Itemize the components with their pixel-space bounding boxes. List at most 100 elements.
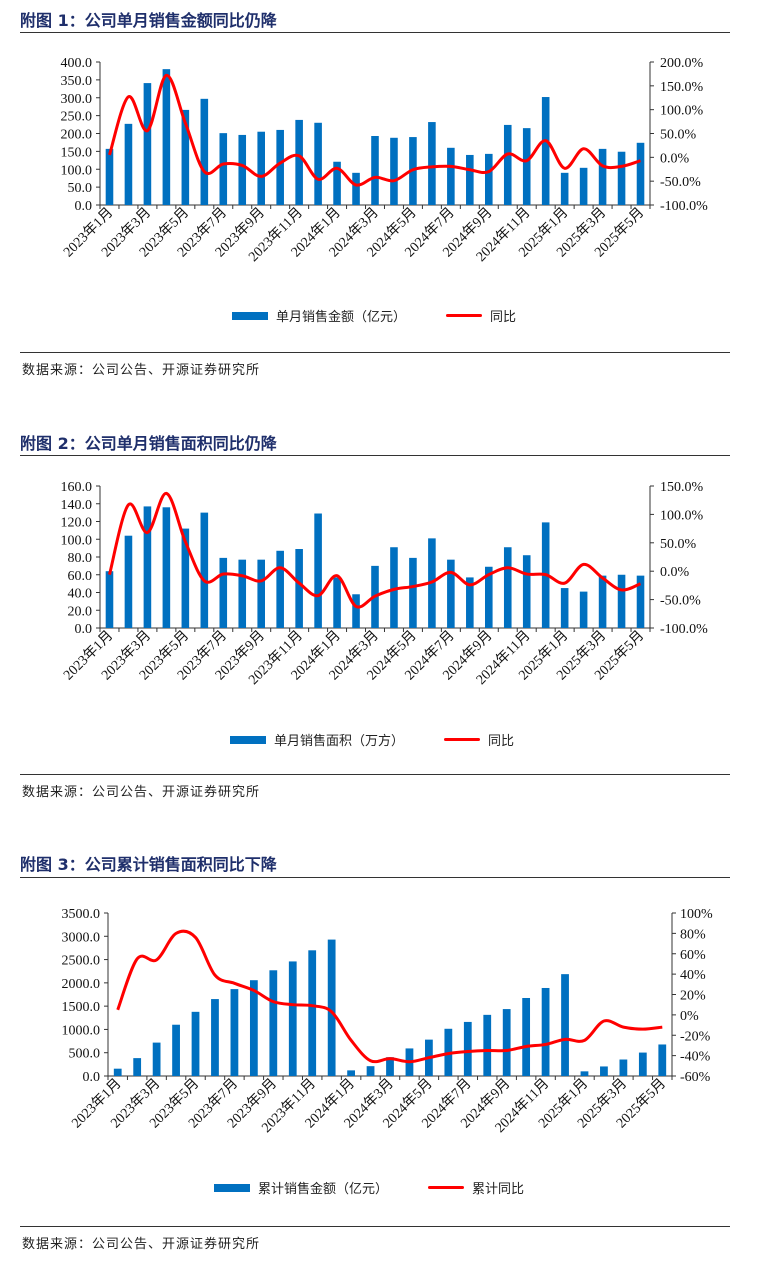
y-tick-label: 0.0 [75, 199, 93, 214]
y-tick-label: 160.0 [61, 480, 93, 495]
y-tick-label: 400.0 [61, 56, 93, 71]
bar [238, 134, 247, 205]
bar [483, 1014, 492, 1076]
y-tick-label: 300.0 [61, 92, 93, 107]
bar [466, 577, 474, 628]
y-tick-label: 200.0 [61, 128, 93, 143]
bar [636, 142, 645, 205]
legend-line-swatch [444, 738, 481, 741]
bar [366, 1066, 375, 1076]
bar [327, 939, 336, 1076]
y2-tick-label: 0% [680, 1009, 699, 1024]
figure-1-bottom-rule [20, 352, 730, 353]
y2-tick-label: -100.0% [660, 622, 708, 637]
bar [561, 974, 569, 1076]
bar [181, 109, 190, 205]
bar [352, 172, 360, 205]
legend-bar-label: 单月销售面积（万方） [274, 734, 405, 749]
figure-2-title: 附图 2：公司单月销售面积同比仍降 [20, 434, 277, 453]
bar [133, 1058, 142, 1076]
bar [503, 547, 512, 628]
bar [447, 147, 455, 205]
bar [390, 137, 398, 205]
figure-1-source: 数据来源：公司公告、开源证券研究所 [22, 363, 261, 378]
legend-bar-swatch [232, 311, 268, 320]
y-tick-label: 20.0 [68, 604, 93, 619]
y2-tick-label: 80% [680, 927, 706, 942]
bar [314, 122, 322, 205]
bar [485, 566, 493, 628]
bar [230, 989, 239, 1076]
bar [152, 1042, 161, 1076]
yoy-line [116, 929, 663, 1064]
bar [598, 148, 607, 205]
bar [522, 128, 531, 205]
bar [560, 588, 569, 628]
y-tick-label: 80.0 [68, 551, 93, 566]
bar [200, 512, 209, 628]
figure-3-bottom-rule [20, 1226, 730, 1227]
y2-tick-label: -40% [680, 1050, 711, 1065]
y2-tick-label: 100.0% [660, 508, 704, 523]
bar [598, 575, 607, 628]
bar [314, 513, 322, 628]
bar [124, 123, 133, 205]
bar [502, 1009, 511, 1076]
figure-2-top-rule [20, 455, 730, 456]
bar [219, 557, 228, 628]
bar [211, 999, 219, 1076]
bar [181, 528, 190, 628]
legend-line-swatch [446, 314, 483, 317]
bar [269, 970, 278, 1076]
bar [200, 98, 209, 205]
bar [503, 124, 512, 205]
bar [238, 559, 247, 628]
y-tick-label: 0.0 [83, 1070, 101, 1085]
bar [541, 97, 550, 205]
bar [295, 549, 303, 628]
bar [288, 961, 297, 1076]
bar [308, 950, 317, 1076]
figure-3-top-rule [20, 877, 730, 878]
bar [124, 535, 133, 628]
legend-line-label: 累计同比 [472, 1182, 525, 1197]
figure-1-legend: 单月销售金额（亿元） 同比 [232, 306, 516, 325]
y2-tick-label: 50.0% [660, 537, 697, 552]
bar [463, 1021, 472, 1076]
figure-1-top-rule [20, 32, 730, 33]
figure-2-bottom-rule [20, 774, 730, 775]
bar [219, 133, 228, 205]
bar [617, 151, 626, 205]
bar [522, 555, 531, 628]
legend-bar-label: 单月销售金额（亿元） [276, 310, 407, 325]
y-tick-label: 100.0 [61, 533, 93, 548]
figure-2-source: 数据来源：公司公告、开源证券研究所 [22, 785, 261, 800]
bar [105, 148, 114, 205]
bar [105, 571, 114, 628]
bar [466, 154, 474, 205]
bar [638, 1052, 647, 1076]
bar [333, 161, 341, 205]
bar [428, 122, 436, 205]
y-tick-label: 2000.0 [62, 977, 101, 992]
figure-2-legend: 单月销售面积（万方） 同比 [230, 730, 514, 749]
bar [347, 1070, 355, 1076]
y2-tick-label: 0.0% [660, 151, 690, 166]
bar [257, 559, 265, 628]
y-tick-label: 1000.0 [62, 1023, 101, 1038]
bar [636, 575, 645, 628]
y2-tick-label: 150.0% [660, 80, 704, 95]
y2-tick-label: -50.0% [660, 175, 701, 190]
bar [276, 550, 284, 628]
bar [172, 1024, 180, 1076]
bar [560, 172, 569, 205]
y-tick-label: 250.0 [61, 110, 93, 125]
y-tick-label: 60.0 [68, 569, 93, 584]
bar [113, 1068, 122, 1076]
y-tick-label: 120.0 [61, 516, 93, 531]
figure-1-title: 附图 1：公司单月销售金额同比仍降 [20, 11, 277, 30]
y2-tick-label: 0.0% [660, 565, 690, 580]
